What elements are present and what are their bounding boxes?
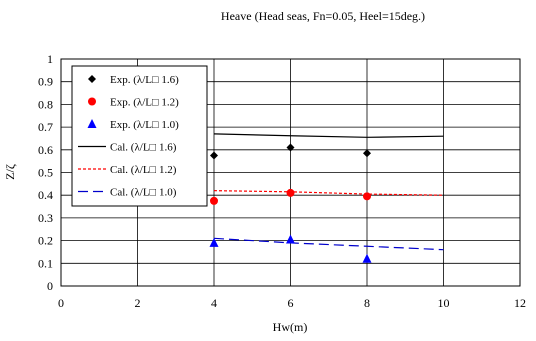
x-tick-label: 4: [211, 296, 217, 310]
y-tick-label: 0: [47, 279, 53, 293]
series-line: [213, 237, 444, 251]
y-tick-labels: 0 0.1 0.2 0.3 0.4 0.5 0.6 0.7 0.8 0.9 1: [38, 52, 53, 293]
data-point: [286, 234, 295, 244]
legend-marker: [88, 75, 96, 83]
data-point: [363, 192, 371, 201]
legend-marker: [88, 97, 96, 106]
y-tick-label: 0.8: [38, 97, 53, 111]
legend-label: Exp. (λ/L□ 1.6): [110, 74, 179, 86]
legend-label: Exp. (λ/L□ 1.2): [110, 97, 179, 109]
x-tick-label: 8: [364, 296, 370, 310]
data-point: [210, 151, 218, 160]
x-tick-label: 2: [135, 296, 141, 310]
x-axis-label: Hw(m): [273, 320, 308, 334]
plot-frame: [60, 58, 521, 287]
y-axis-label: Z/ζ: [3, 164, 17, 180]
legend-box: [71, 65, 208, 207]
y-tick-label: 1: [47, 52, 53, 66]
x-tick-labels: 0 2 4 6 8 10 12: [58, 296, 526, 310]
y-tick-label: 0.9: [38, 75, 53, 89]
data-point: [210, 196, 218, 205]
y-tick-label: 0.1: [38, 256, 53, 270]
series-line: [213, 190, 444, 196]
series-line: [213, 133, 444, 138]
series-layer: [209, 133, 444, 263]
y-tick-label: 0.2: [38, 234, 53, 248]
legend: Exp. (λ/L□ 1.6) Exp. (λ/L□ 1.2) Exp. (λ/L□…: [71, 65, 208, 207]
chart-title: Heave (Head seas, Fn=0.05, Heel=15deg.): [221, 9, 425, 23]
data-point: [209, 237, 219, 247]
legend-marker: [87, 119, 97, 128]
y-tick-label: 0.6: [38, 143, 53, 157]
legend-label: Cal. (λ/L□ 1.0): [110, 187, 177, 199]
x-tick-label: 10: [438, 296, 450, 310]
y-tick-label: 0.3: [38, 211, 53, 225]
legend-label: Cal. (λ/L□ 1.2): [110, 164, 177, 176]
data-point: [286, 188, 295, 197]
data-point: [286, 143, 295, 152]
y-tick-label: 0.4: [38, 188, 53, 202]
x-tick-label: 12: [514, 296, 526, 310]
legend-label: Cal. (λ/L□ 1.6): [110, 142, 177, 154]
y-tick-label: 0.5: [38, 166, 53, 180]
x-tick-label: 0: [58, 296, 64, 310]
x-tick-label: 6: [288, 296, 294, 310]
y-tick-label: 0.7: [38, 120, 53, 134]
data-point: [363, 149, 371, 158]
data-point: [362, 253, 372, 263]
legend-label: Exp. (λ/L□ 1.0): [110, 119, 179, 131]
